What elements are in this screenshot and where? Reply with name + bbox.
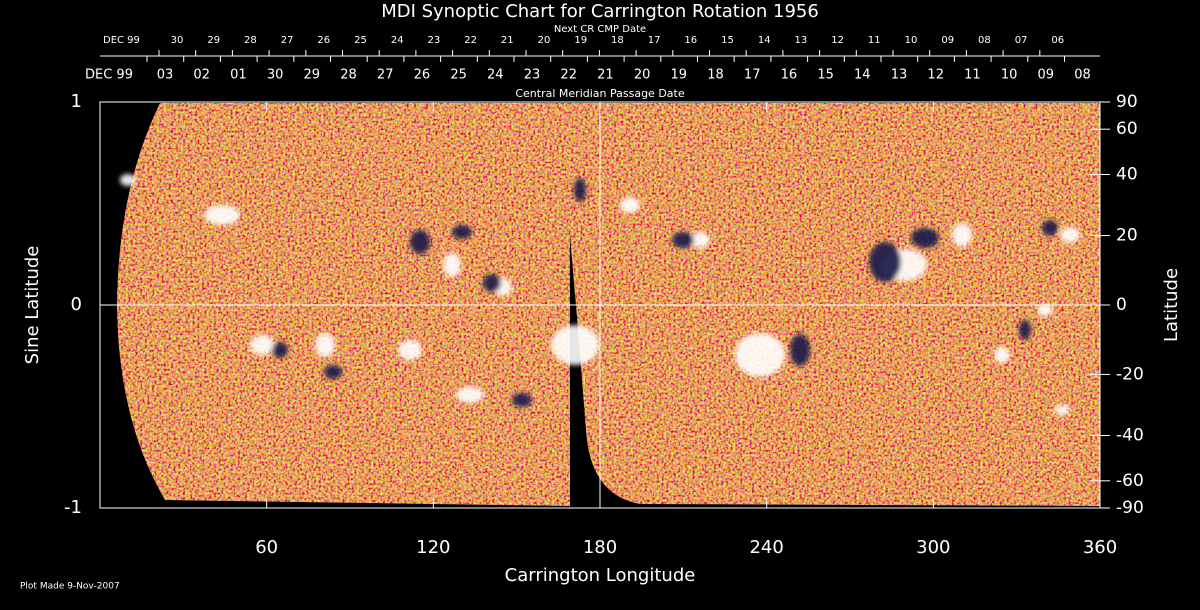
top-axis-label: 11 (868, 35, 881, 46)
top-axis-label: 15 (721, 35, 734, 46)
top-axis2-label: 01 (230, 68, 247, 83)
top-axis-label: 22 (464, 35, 477, 46)
top-axis2-label: 15 (817, 68, 834, 83)
y2-tick-label: -20 (1116, 364, 1144, 384)
top-axis-label: 13 (795, 35, 808, 46)
top-axis-label: 28 (244, 35, 257, 46)
top-axis2-label: 20 (634, 68, 651, 83)
y-tick-label: -1 (64, 497, 82, 518)
top-axis-label: 14 (758, 35, 771, 46)
top-axis-label: 19 (574, 35, 587, 46)
y2-tick-label: 0 (1116, 295, 1127, 315)
top-axis-label: 25 (354, 35, 367, 46)
top-axis2-label: 23 (524, 68, 541, 83)
x-axis-label: Carrington Longitude (505, 565, 696, 586)
top-axis2-label: 08 (1074, 68, 1091, 83)
top-axis-label: 30 (171, 35, 184, 46)
x-tick-label: 60 (255, 537, 278, 558)
top-axis-label: 07 (1015, 35, 1028, 46)
top-axis2-label: 16 (781, 68, 798, 83)
top-axis2-label: 03 (157, 68, 174, 83)
x-tick-label: 240 (749, 537, 783, 558)
footnote: Plot Made 9-Nov-2007 (20, 582, 120, 592)
top-axis2-label: 30 (267, 68, 284, 83)
x-tick-label: 120 (416, 537, 450, 558)
top-axis-label: 18 (611, 35, 624, 46)
y2-axis-label: Latitude (1161, 268, 1182, 342)
y2-tick-label: 90 (1116, 92, 1138, 112)
top-axis-label: 17 (648, 35, 661, 46)
x-tick-label: 360 (1083, 537, 1117, 558)
y2-tick-label: 40 (1116, 165, 1138, 185)
flux-regions (120, 174, 1080, 415)
top-axis-label: DEC 99 (103, 35, 140, 46)
top-axis-label: 16 (684, 35, 697, 46)
top-axis-label: 12 (831, 35, 844, 46)
top-axis2-label: 29 (304, 68, 321, 83)
y2-tick-label: 60 (1116, 119, 1138, 139)
top-axis-label: 26 (317, 35, 330, 46)
x-tick-label: 180 (583, 537, 617, 558)
y2-tick-label: -60 (1116, 471, 1144, 491)
top-axis2-label: 14 (854, 68, 871, 83)
top-axis2-label: 09 (1038, 68, 1055, 83)
top-axis-title: Next CR CMP Date (554, 24, 646, 35)
top-axis2-label: 11 (964, 68, 981, 83)
top-axis-label: 08 (978, 35, 991, 46)
top-axis2-label: 21 (597, 68, 614, 83)
top-axis-label: 24 (391, 35, 404, 46)
y2-tick-label: -90 (1116, 498, 1144, 518)
chart-title: MDI Synoptic Chart for Carrington Rotati… (381, 1, 819, 22)
top-axis2-label: 10 (1001, 68, 1018, 83)
y-tick-label: 1 (71, 91, 82, 112)
top-axis2-label: 26 (414, 68, 431, 83)
y-tick-label: 0 (71, 294, 82, 315)
top-axis2-title: Central Meridian Passage Date (515, 87, 684, 100)
top-axis-label: 29 (207, 35, 220, 46)
top-axis2-label: 02 (193, 68, 210, 83)
top-axis2-label: 22 (560, 68, 577, 83)
top-axis2-label: 19 (671, 68, 688, 83)
top-axis-label: 27 (281, 35, 294, 46)
y2-tick-label: 20 (1116, 226, 1138, 246)
top-axis2-label: 25 (450, 68, 467, 83)
top-axis2-label: DEC 99 (85, 68, 133, 83)
top-axis2-label: 24 (487, 68, 504, 83)
top-axis-label: 20 (538, 35, 551, 46)
y2-tick-label: -40 (1116, 425, 1144, 445)
top-axis2-label: 27 (377, 68, 394, 83)
top-axis-label: 09 (941, 35, 954, 46)
top-axis2-label: 12 (927, 68, 944, 83)
top-axis-label: 06 (1051, 35, 1064, 46)
top-axis2-label: 28 (340, 68, 357, 83)
top-axis2-label: 18 (707, 68, 724, 83)
y-axis-label: Sine Latitude (22, 246, 43, 365)
top-axis-label: 21 (501, 35, 514, 46)
top-axis-label: 23 (428, 35, 441, 46)
top-axis2-label: 13 (891, 68, 908, 83)
top-axis-label: 10 (905, 35, 918, 46)
top-axis2-label: 17 (744, 68, 761, 83)
x-tick-label: 300 (916, 537, 950, 558)
